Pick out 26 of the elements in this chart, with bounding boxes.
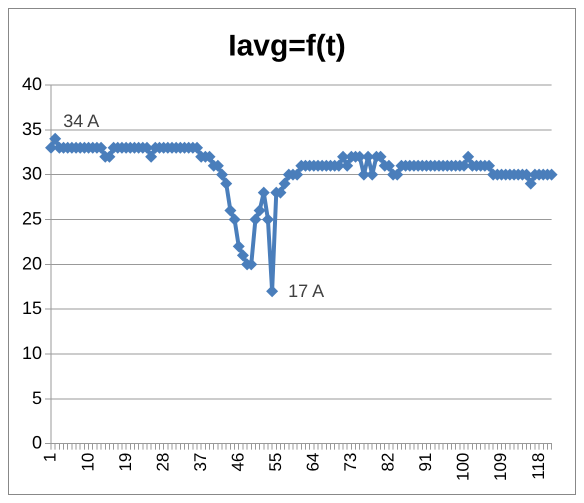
annotation: 17 A [288, 281, 324, 302]
x-tick-label: 91 [416, 452, 436, 472]
y-tick-label: 0 [32, 432, 42, 453]
y-tick-label: 15 [22, 298, 42, 318]
x-tick-label: 55 [266, 452, 285, 472]
x-tick-label: 37 [190, 452, 210, 472]
x-tick-label: 82 [378, 452, 398, 472]
annotation: 34 A [63, 110, 100, 131]
x-tick-label: 100 [454, 452, 473, 482]
x-tick-label: 46 [228, 452, 248, 472]
y-tick-label: 20 [22, 253, 42, 274]
y-tick-label: 40 [22, 74, 42, 94]
y-tick-label: 30 [22, 164, 42, 184]
y-tick-label: 25 [22, 208, 42, 228]
x-tick-label: 28 [153, 452, 172, 472]
x-tick-label: 118 [528, 452, 548, 480]
x-tick-label: 109 [491, 452, 510, 482]
x-tick-label: 19 [116, 452, 135, 472]
x-tick-label: 1 [40, 452, 60, 462]
x-tick-label: 73 [341, 452, 360, 472]
chart-title: Iavg=f(t) [228, 29, 346, 62]
y-tick-label: 10 [22, 342, 42, 363]
y-tick-label: 35 [22, 118, 42, 139]
x-tick-label: 64 [304, 452, 323, 472]
y-tick-label: 5 [32, 388, 42, 408]
x-tick-label: 10 [78, 452, 98, 472]
